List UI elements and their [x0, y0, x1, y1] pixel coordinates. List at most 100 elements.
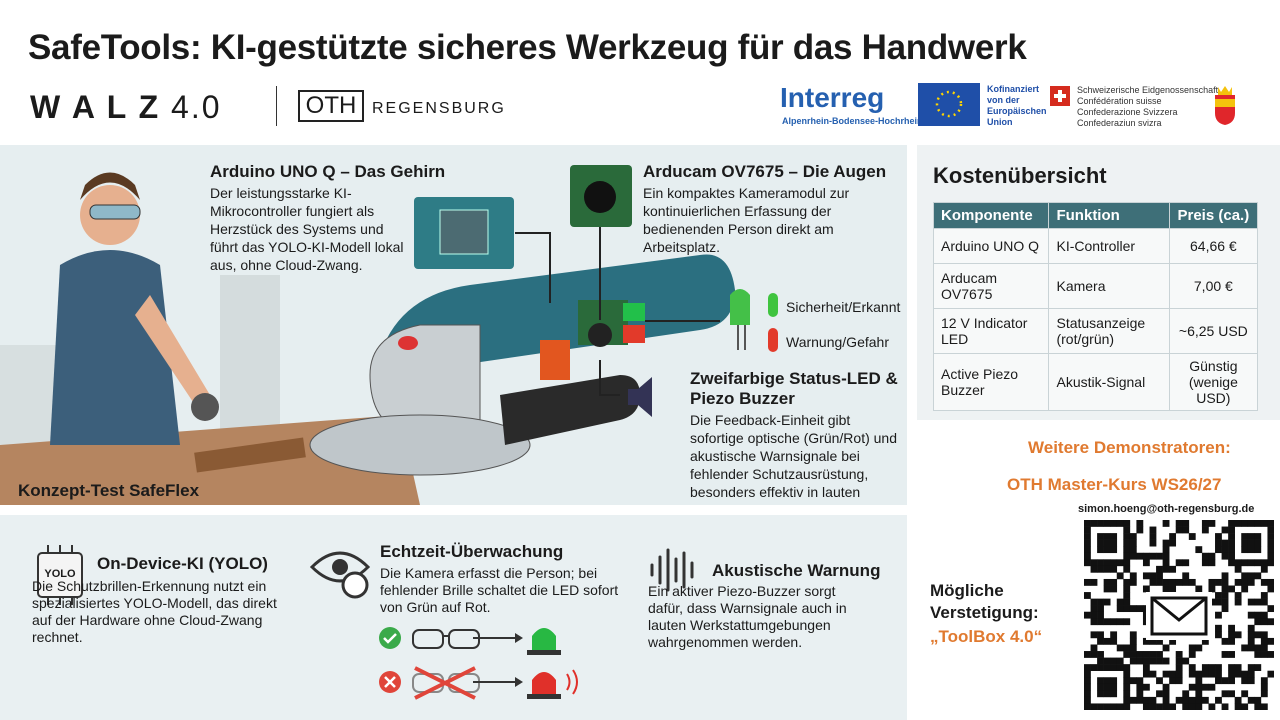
- camera-text: Ein kompaktes Kameramodul zur kontinuier…: [643, 185, 850, 255]
- qr-module: [1208, 664, 1216, 671]
- qr-module: [1201, 526, 1209, 534]
- qr-module: [1208, 670, 1216, 678]
- qr-module: [1097, 677, 1104, 685]
- qr-module: [1221, 578, 1229, 586]
- qr-module: [1116, 664, 1124, 671]
- qr-module: [1097, 618, 1104, 626]
- qr-module: [1129, 572, 1137, 580]
- qr-module: [1208, 559, 1216, 567]
- qr-module: [1110, 565, 1118, 573]
- qr-module: [1129, 533, 1137, 540]
- qr-module: [1208, 683, 1216, 691]
- qr-module: [1136, 520, 1144, 527]
- qr-module: [1228, 559, 1235, 567]
- feature-title: Akustische Warnung: [712, 561, 881, 580]
- qr-module: [1260, 592, 1268, 599]
- qr-module: [1110, 585, 1118, 593]
- qr-module: [1149, 552, 1157, 560]
- qr-module: [1215, 592, 1222, 599]
- qr-module: [1188, 664, 1196, 671]
- swiss-line: Confédération suisse: [1077, 96, 1162, 106]
- qr-module: [1221, 546, 1229, 554]
- qr-module: [1247, 631, 1255, 639]
- qr-module: [1084, 520, 1091, 527]
- column-header: Preis (ca.): [1168, 202, 1259, 229]
- qr-module: [1129, 546, 1137, 554]
- qr-module: [1267, 526, 1274, 534]
- qr-module: [1221, 526, 1229, 534]
- qr-module: [1260, 637, 1268, 645]
- qr-module: [1142, 637, 1150, 645]
- arduino-text: Der leistungsstarke KI-Mikrocontroller f…: [210, 185, 404, 273]
- qr-module: [1169, 539, 1177, 547]
- course-label: OTH Master-Kurs WS26/27: [1007, 475, 1222, 494]
- qr-module: [1156, 657, 1163, 665]
- walz-text: W A L Z: [30, 89, 161, 125]
- qr-module: [1247, 559, 1255, 567]
- qr-module: [1201, 670, 1209, 678]
- qr-module: [1110, 578, 1118, 586]
- qr-module: [1182, 578, 1190, 586]
- qr-module: [1123, 605, 1131, 613]
- qr-module: [1201, 552, 1209, 560]
- qr-module: [1215, 624, 1222, 632]
- qr-module: [1195, 690, 1203, 698]
- qr-module: [1254, 631, 1262, 639]
- qr-module: [1241, 677, 1249, 685]
- qr-module: [1247, 637, 1255, 645]
- qr-module: [1228, 631, 1235, 639]
- qr-module: [1110, 683, 1118, 691]
- qr-module: [1129, 651, 1137, 658]
- qr-module: [1123, 565, 1131, 573]
- qr-module: [1195, 683, 1203, 691]
- qr-module: [1234, 559, 1242, 567]
- qr-module: [1090, 598, 1098, 606]
- qr-module: [1116, 520, 1124, 527]
- qr-module: [1208, 585, 1216, 593]
- qr-module: [1188, 578, 1196, 586]
- qr-module: [1221, 552, 1229, 560]
- qr-module: [1090, 605, 1098, 613]
- qr-module: [1241, 644, 1249, 652]
- eu-flag: [918, 83, 980, 126]
- qr-module: [1110, 657, 1118, 665]
- qr-module: [1228, 526, 1235, 534]
- qr-module: [1142, 670, 1150, 678]
- qr-module: [1175, 578, 1183, 586]
- qr-module: [1175, 520, 1183, 527]
- table-header-row: Komponente Funktion Preis (ca.): [932, 202, 1259, 229]
- qr-module: [1149, 651, 1157, 658]
- camera-title: Arducam OV7675 – Die Augen: [643, 162, 887, 181]
- qr-module: [1162, 546, 1170, 554]
- qr-module: [1156, 637, 1163, 645]
- qr-module: [1247, 670, 1255, 678]
- qr-module: [1260, 683, 1268, 691]
- qr-module: [1090, 631, 1098, 639]
- qr-module: [1234, 670, 1242, 678]
- qr-module: [1228, 670, 1235, 678]
- qr-module: [1123, 592, 1131, 599]
- qr-module: [1110, 637, 1118, 645]
- qr-module: [1103, 677, 1111, 685]
- qr-module: [1267, 651, 1274, 658]
- qr-module: [1254, 539, 1262, 547]
- qr-module: [1169, 703, 1177, 710]
- table-cell: KI-Controller: [1048, 228, 1170, 264]
- swiss-line: Confederazione Svizzera: [1077, 107, 1178, 117]
- cost-title: Kostenübersicht: [933, 163, 1107, 188]
- qr-module: [1084, 552, 1091, 560]
- qr-module: [1241, 578, 1249, 586]
- qr-module: [1123, 618, 1131, 626]
- qr-module: [1208, 703, 1216, 710]
- qr-module: [1162, 670, 1170, 678]
- walz-logo: W A L Z 4.0: [30, 89, 222, 126]
- qr-module: [1110, 631, 1118, 639]
- qr-module: [1142, 696, 1150, 704]
- qr-module: [1136, 690, 1144, 698]
- qr-module: [1129, 677, 1137, 685]
- qr-module: [1162, 696, 1170, 704]
- qr-module: [1084, 683, 1091, 691]
- table-row: Arducam OV7675 Kamera 7,00 €: [932, 263, 1259, 309]
- feature-text: Die Kamera erfasst die Person; bei fehle…: [380, 565, 619, 615]
- qr-module: [1156, 565, 1163, 573]
